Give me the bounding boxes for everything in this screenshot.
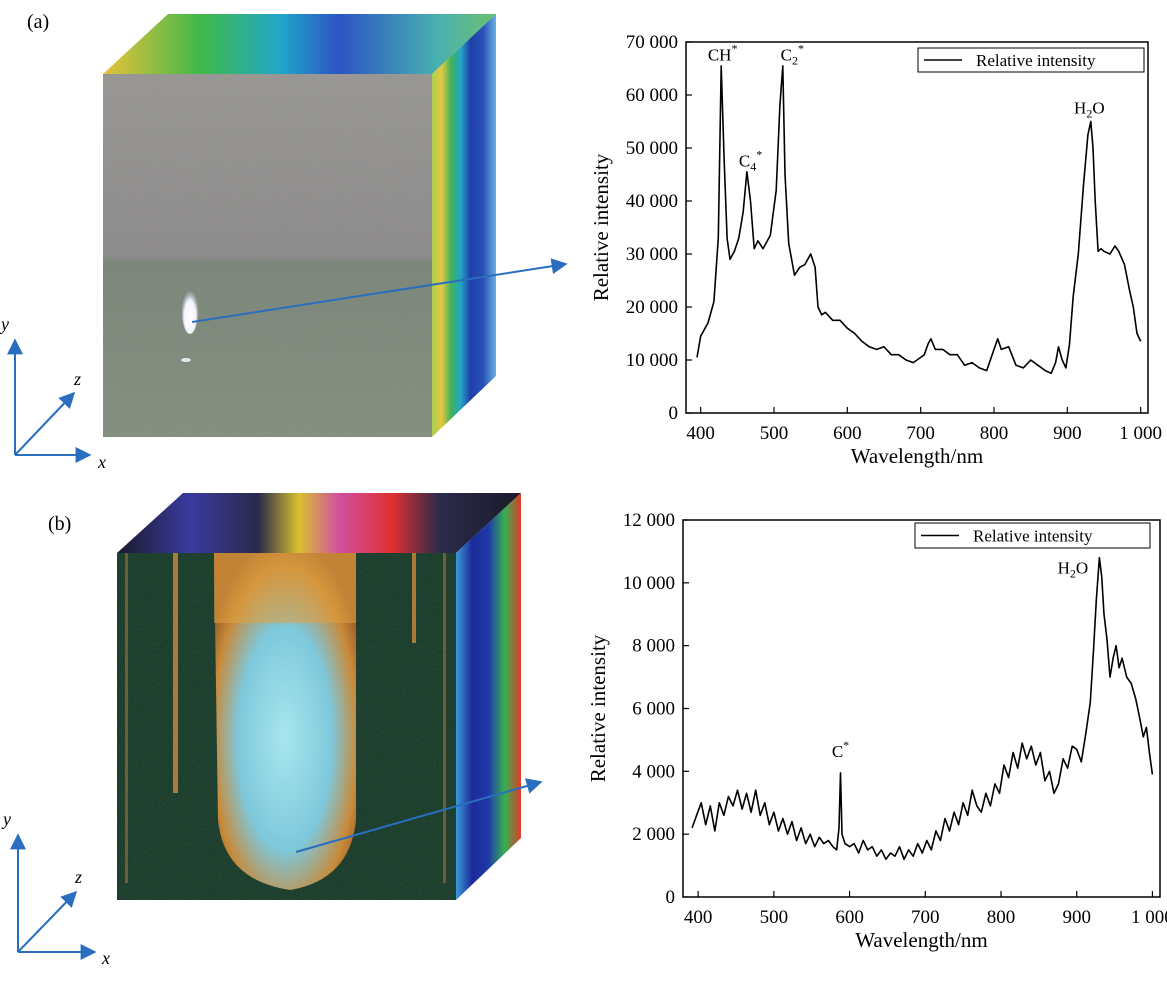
- chart-a-x-tick-label: 500: [760, 423, 789, 444]
- coordinate-axes-a: [7, 338, 92, 463]
- cube-b-top-face: [117, 493, 521, 553]
- axis-glyph-y-a: y: [0, 314, 9, 334]
- flame-b: [214, 553, 356, 890]
- chart-a-y-tick-label: 30 000: [626, 244, 678, 265]
- axis-glyph-z-a: z: [73, 369, 81, 389]
- chart-a-y-tick-label: 50 000: [626, 138, 678, 159]
- chart-a-y-tick-label: 40 000: [626, 191, 678, 212]
- chart-b-x-tick-label: 700: [911, 907, 940, 928]
- spectrum-chart-b: 400 500 600 700 800 900 1 000 0 2 000 4 000 6 000 8…: [586, 510, 1167, 952]
- chart-a-legend-label: Relative intensity: [976, 51, 1096, 70]
- chart-a-peak-annotation: C2*: [781, 42, 804, 68]
- chart-b-legend-label: Relative intensity: [973, 527, 1093, 546]
- chart-b-y-tick-label: 10 000: [623, 573, 675, 594]
- chart-b-y-tick-label: 2 000: [632, 824, 675, 845]
- chart-a-y-axis-label: Relative intensity: [589, 153, 613, 301]
- chart-b-y-tick-label: 12 000: [623, 510, 675, 531]
- chart-a-x-tick-label: 900: [1053, 423, 1082, 444]
- axis-glyph-y-b: y: [1, 809, 11, 829]
- chart-a-x-tick-label: 800: [980, 423, 1009, 444]
- cube-a-side-face: [432, 14, 496, 437]
- chart-b-peak-annotation: H2O: [1058, 558, 1089, 580]
- chart-a-x-tick-label: 700: [906, 423, 935, 444]
- chart-b-x-tick-label: 600: [835, 907, 864, 928]
- chart-a-x-tick-label: 600: [833, 423, 862, 444]
- cube-b: [117, 493, 521, 900]
- spectrum-chart-a: 400 500 600 700 800 900 1 000 0 10 000 20 000 30 0…: [589, 32, 1162, 468]
- panel-a-label: (a): [27, 11, 49, 33]
- chart-b-x-axis-label: Wavelength/nm: [855, 928, 987, 952]
- chart-a-series-line: [696, 65, 1142, 375]
- axis-glyph-x-a: x: [97, 452, 106, 472]
- axis-glyph-x-b: x: [101, 948, 110, 968]
- chart-a-x-axis-label: Wavelength/nm: [851, 444, 983, 468]
- chart-b-x-tick-label: 900: [1062, 907, 1091, 928]
- chart-b-y-tick-label: 0: [666, 887, 676, 908]
- chart-b-y-axis-label: Relative intensity: [586, 634, 610, 782]
- pointer-arrow-b: [295, 778, 543, 853]
- chart-b-x-tick-label: 500: [760, 907, 789, 928]
- chart-a-plot-frame: [685, 41, 1149, 414]
- chart-a-x-tick-label: 400: [686, 423, 715, 444]
- chart-a-y-tick-label: 0: [669, 403, 679, 424]
- cube-a: [103, 14, 496, 437]
- chart-b-y-tick-label: 4 000: [632, 761, 675, 782]
- pointer-arrow-a: [191, 258, 568, 323]
- cube-b-side-face: [456, 493, 521, 900]
- chart-a-y-tick-label: 10 000: [626, 350, 678, 371]
- chart-a-peak-annotation: CH*: [708, 42, 738, 65]
- chart-b-plot-frame: [682, 519, 1161, 898]
- chart-a-peak-annotation: C4*: [739, 148, 762, 174]
- axis-glyph-z-b: z: [74, 867, 82, 887]
- chart-b-y-tick-label: 8 000: [632, 636, 675, 657]
- flame-a: [182, 290, 198, 334]
- chart-b-x-tick-label: 1 000: [1131, 907, 1167, 928]
- chart-b-series-line: [691, 556, 1154, 861]
- chart-a-y-tick-label: 70 000: [626, 32, 678, 53]
- chart-b-x-tick-label: 800: [987, 907, 1016, 928]
- chart-a-y-tick-label: 20 000: [626, 297, 678, 318]
- chart-a-peak-annotation: H2O: [1074, 99, 1105, 121]
- chart-b-y-tick-label: 6 000: [632, 699, 675, 720]
- cube-a-top-face: [103, 14, 496, 74]
- panel-b-label: (b): [48, 513, 71, 535]
- chart-a-y-tick-label: 60 000: [626, 85, 678, 106]
- chart-b-x-tick-label: 400: [684, 907, 713, 928]
- chart-b-peak-annotation: C*: [832, 738, 849, 761]
- coordinate-axes-b: [10, 833, 97, 960]
- chart-a-x-tick-label: 1 000: [1119, 423, 1162, 444]
